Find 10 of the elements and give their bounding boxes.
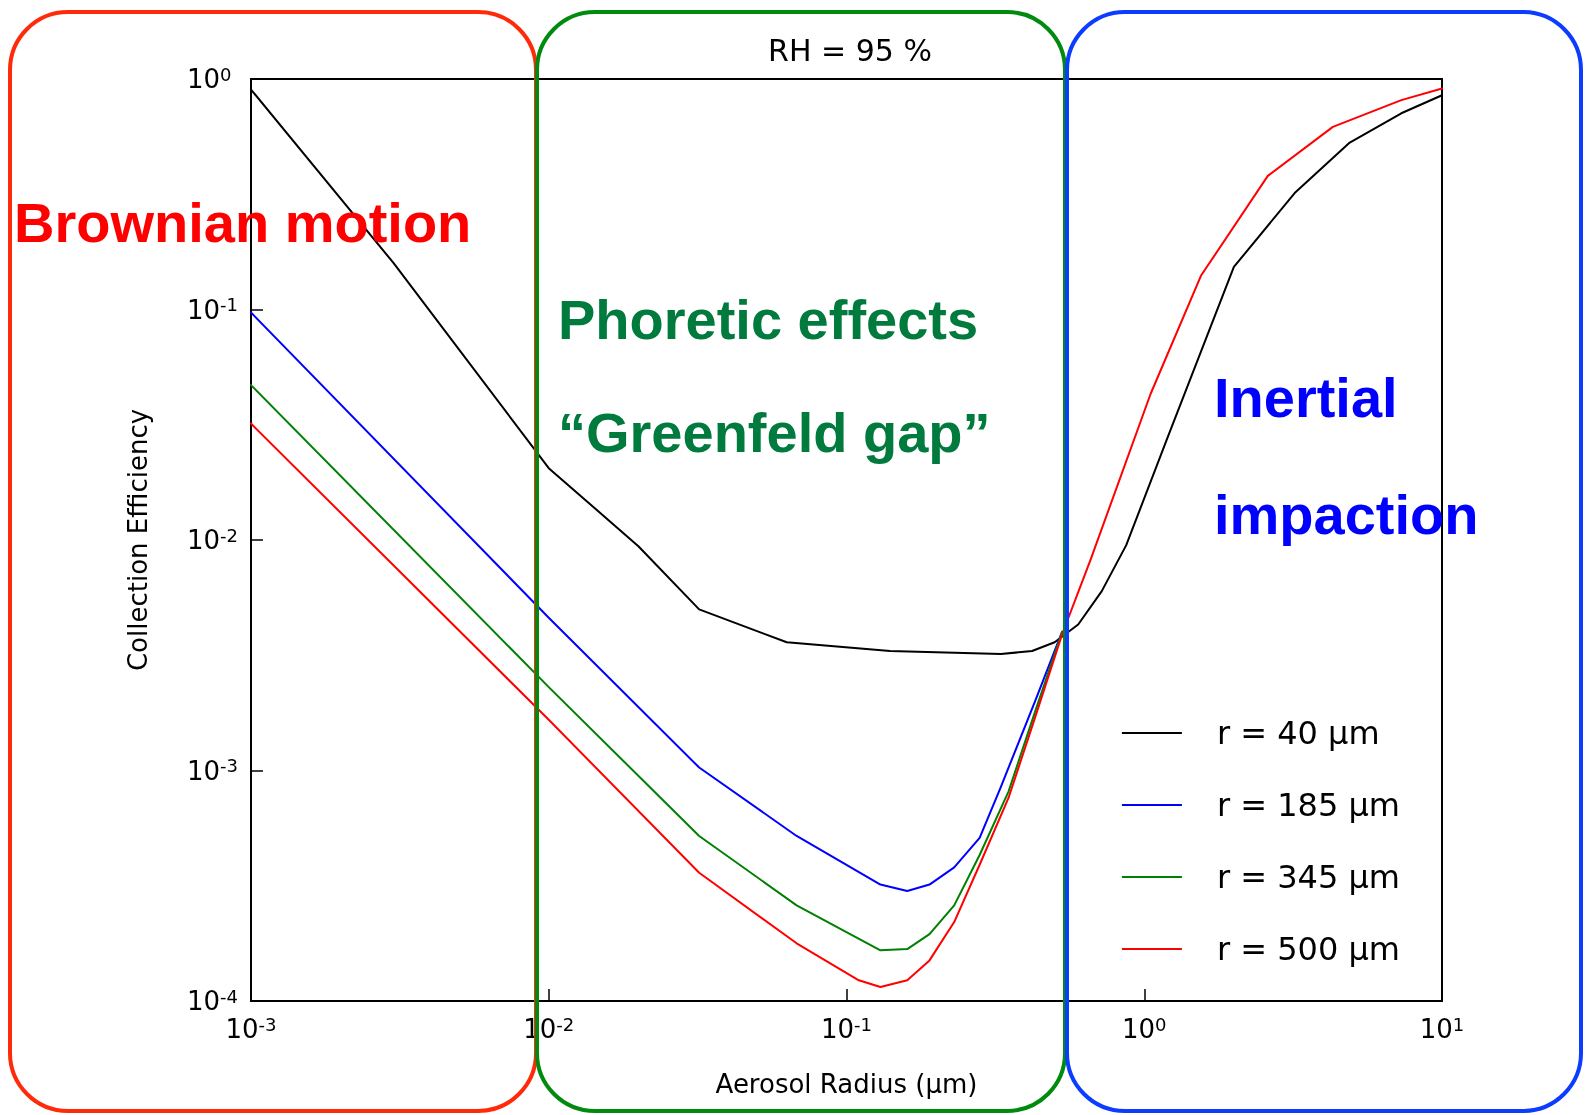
y-axis-title: Collection Efficiency xyxy=(123,408,153,672)
legend-label: r = 185 μm xyxy=(1216,786,1400,824)
legend-label: r = 500 μm xyxy=(1216,930,1400,968)
chart-title: RH = 95 % xyxy=(768,32,932,68)
annotation: Phoretic effects xyxy=(558,288,979,351)
x-axis-title: Aerosol Radius (μm) xyxy=(715,1069,978,1099)
legend-label: r = 345 μm xyxy=(1216,858,1400,896)
annotation: “Greenfeld gap” xyxy=(558,401,991,464)
legend-label: r = 40 μm xyxy=(1216,714,1380,752)
annotation: Inertial xyxy=(1214,366,1398,429)
